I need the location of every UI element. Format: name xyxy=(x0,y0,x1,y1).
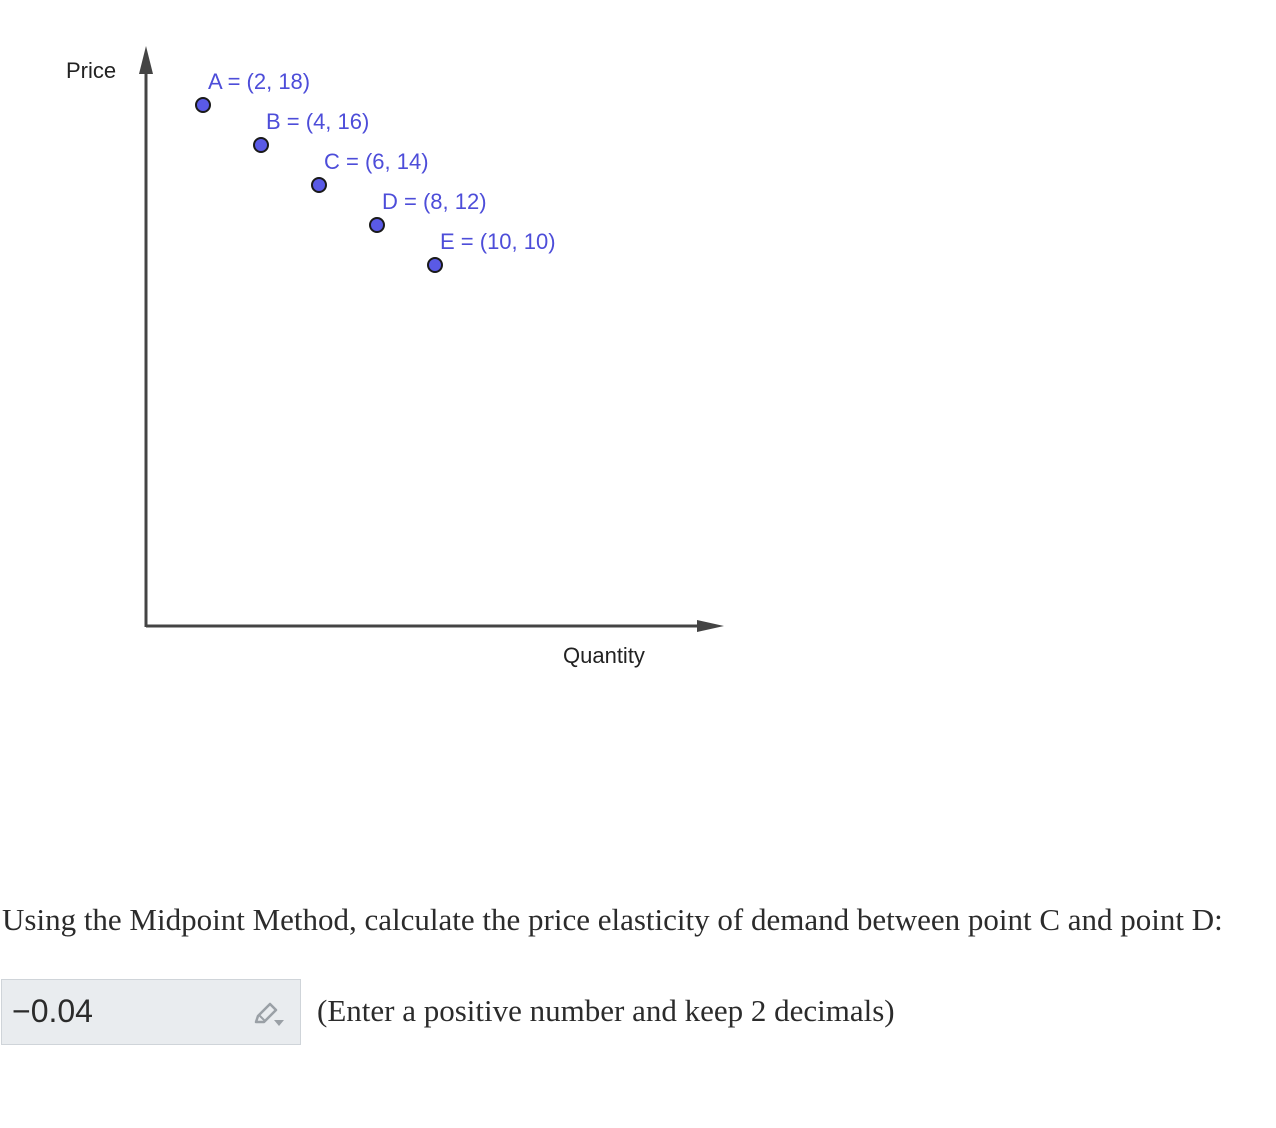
data-point-1 xyxy=(253,137,269,153)
point-label-4: E = (10, 10) xyxy=(440,229,556,254)
answer-hint: (Enter a positive number and keep 2 deci… xyxy=(317,993,895,1028)
x-axis xyxy=(146,620,724,632)
y-axis-label: Price xyxy=(66,58,116,83)
y-axis xyxy=(139,46,153,627)
answer-value[interactable]: −0.04 xyxy=(12,993,93,1029)
point-label-3: D = (8, 12) xyxy=(382,189,487,214)
x-axis-label: Quantity xyxy=(563,643,645,668)
data-point-2 xyxy=(311,177,327,193)
pencil-icon[interactable] xyxy=(252,1000,286,1028)
point-label-2: C = (6, 14) xyxy=(324,149,429,174)
data-point-4 xyxy=(427,257,443,273)
data-point-0 xyxy=(195,97,211,113)
data-points: A = (2, 18) B = (4, 16) C = (6, 14) D = (8,… xyxy=(195,69,556,273)
data-point-3 xyxy=(369,217,385,233)
demand-chart: Price Quantity A = (2, 18) B = (4, 16) C =… xyxy=(66,46,724,668)
answer-input[interactable]: −0.04 xyxy=(1,979,301,1045)
question-text: Using the Midpoint Method, calculate the… xyxy=(2,902,1223,937)
point-label-0: A = (2, 18) xyxy=(208,69,310,94)
point-label-1: B = (4, 16) xyxy=(266,109,369,134)
